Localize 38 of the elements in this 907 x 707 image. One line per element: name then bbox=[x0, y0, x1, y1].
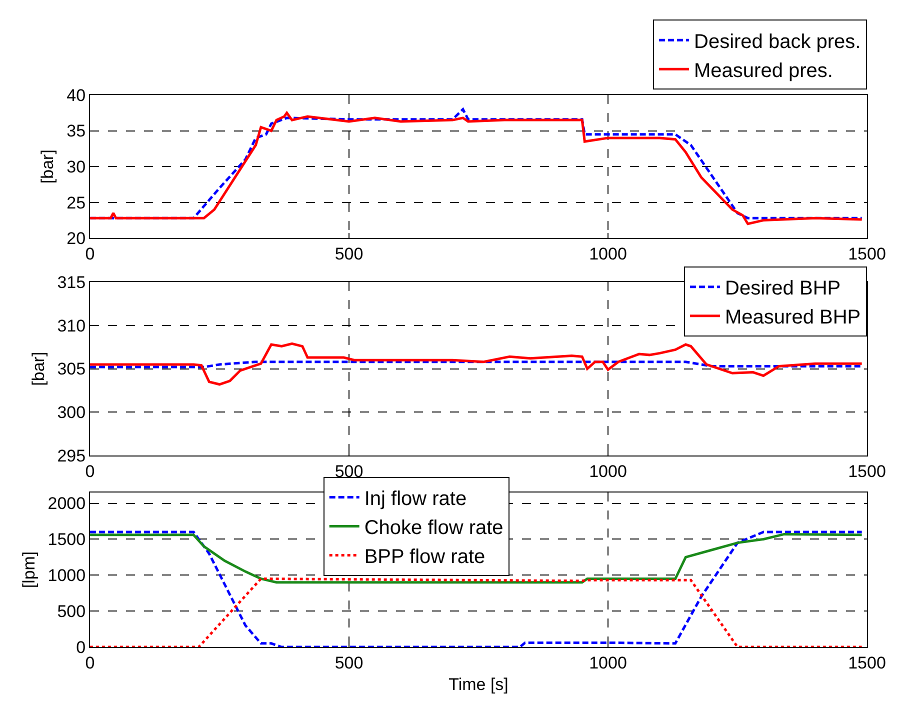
y-tick-label: 305 bbox=[57, 360, 86, 379]
x-tick-label: 500 bbox=[334, 244, 364, 264]
x-tick-label: 500 bbox=[334, 653, 364, 672]
y-tick-label: 25 bbox=[66, 193, 86, 212]
x-tick-label: 1000 bbox=[589, 462, 627, 481]
y-tick-label: 315 bbox=[57, 273, 86, 292]
x-tick-label: 1500 bbox=[848, 653, 886, 672]
legend-label: Measured BHP bbox=[725, 306, 861, 329]
x-tick-label: 1500 bbox=[848, 462, 886, 481]
legend-label: Desired BHP bbox=[725, 278, 841, 300]
y-axis-title: [bar] bbox=[28, 352, 48, 386]
line-series bbox=[90, 532, 864, 584]
y-tick-label: 35 bbox=[66, 122, 86, 141]
y-tick-label: 310 bbox=[57, 316, 86, 336]
y-tick-label: 1500 bbox=[48, 530, 86, 550]
line-series bbox=[90, 342, 864, 386]
legend-label: Measured pres. bbox=[694, 60, 833, 82]
y-tick-label: 40 bbox=[66, 86, 86, 105]
y-axis-title: [lpm] bbox=[19, 551, 38, 588]
y-tick-label: 2000 bbox=[48, 494, 86, 514]
legend-label: Inj flow rate bbox=[364, 488, 467, 510]
x-tick-label: 1000 bbox=[589, 244, 627, 264]
x-tick-label: 500 bbox=[334, 462, 364, 481]
line-series bbox=[90, 577, 864, 647]
x-axis-title: Time [s] bbox=[448, 674, 508, 694]
legend-label: BPP flow rate bbox=[364, 546, 486, 568]
y-axis-title: [bar] bbox=[38, 150, 58, 184]
legend-label: Desired back pres. bbox=[694, 30, 861, 53]
legend-label: Choke flow rate bbox=[364, 517, 504, 540]
y-tick-label: 500 bbox=[57, 602, 86, 622]
y-tick-label: 300 bbox=[57, 403, 86, 422]
y-tick-label: 0 bbox=[76, 638, 86, 657]
x-tick-label: 1500 bbox=[848, 244, 886, 264]
x-tick-label: 1000 bbox=[589, 653, 627, 672]
y-tick-label: 20 bbox=[66, 229, 86, 248]
y-tick-label: 295 bbox=[57, 446, 86, 466]
y-tick-label: 30 bbox=[66, 158, 86, 177]
y-tick-label: 1000 bbox=[48, 566, 86, 586]
